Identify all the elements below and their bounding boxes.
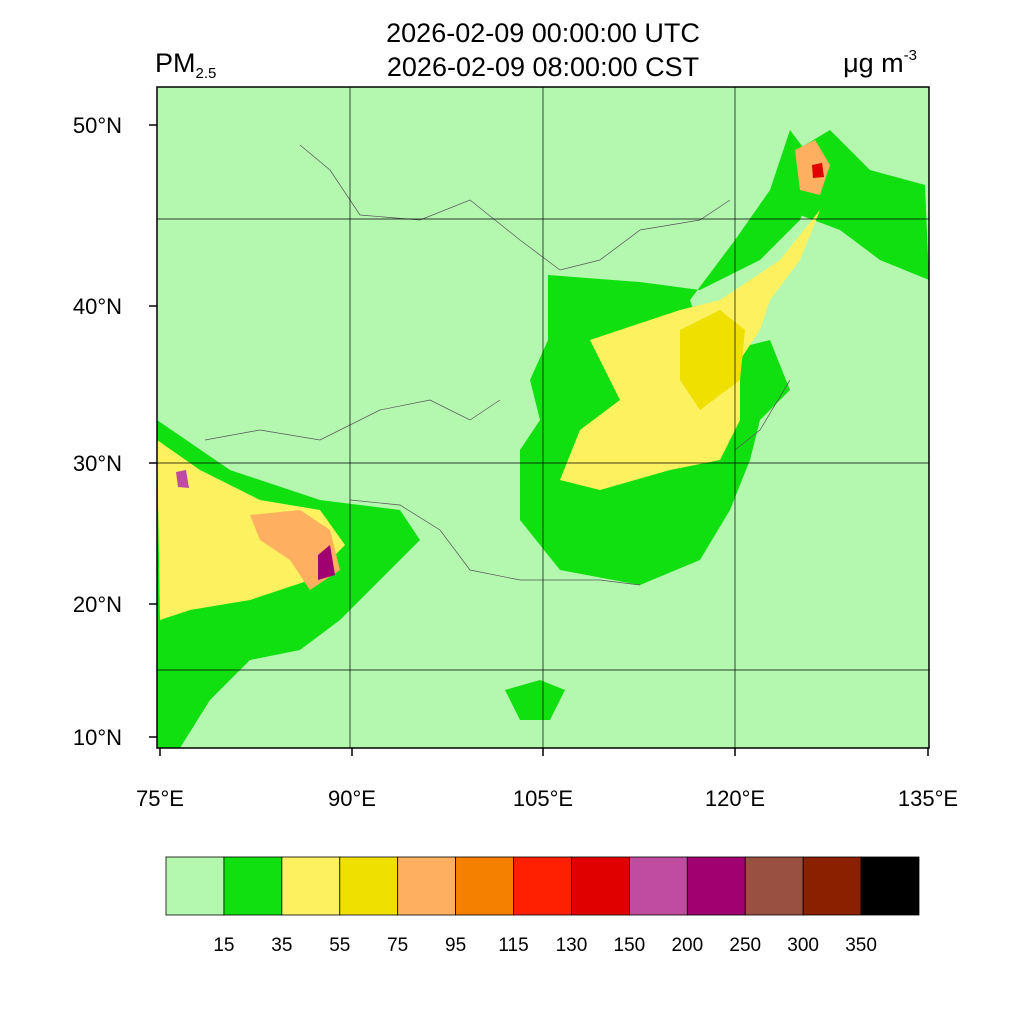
lat-label: 10°N — [73, 725, 122, 750]
map — [156, 86, 930, 749]
colorbar-label: 350 — [845, 935, 877, 956]
units: μg m — [843, 48, 904, 78]
lat-label: 40°N — [73, 294, 122, 319]
lat-label: 30°N — [73, 451, 122, 476]
colorbar-swatch — [397, 856, 457, 916]
lon-label: 135°E — [898, 786, 958, 811]
colorbar-swatch — [802, 856, 862, 916]
variable-label: PM2.5 — [155, 48, 216, 82]
colorbar-label: 300 — [787, 935, 819, 956]
colorbar-swatch — [628, 856, 688, 916]
header: PM2.5 2026-02-09 00:00:00 UTC 2026-02-09… — [155, 18, 917, 82]
lat-label: 50°N — [73, 113, 122, 138]
lon-label: 90°E — [328, 786, 376, 811]
colorbar-swatch — [744, 856, 804, 916]
units-superscript: -3 — [904, 47, 917, 64]
axes: 50°N 40°N 30°N 20°N 10°N 75°E 90°E 105°E 120°E 13… — [73, 113, 958, 811]
colorbar-label: 15 — [213, 935, 234, 956]
colorbar-swatch — [686, 856, 746, 916]
pollution-area — [680, 310, 745, 410]
colorbar-swatch — [339, 856, 399, 916]
colorbar-label: 250 — [729, 935, 761, 956]
colorbar-label: 35 — [271, 935, 292, 956]
title-line: 2026-02-09 08:00:00 CST — [387, 52, 699, 82]
pollution-area — [318, 545, 335, 580]
colorbar-label: 55 — [329, 935, 350, 956]
pollution-area — [812, 163, 824, 178]
colorbar-label: 130 — [556, 935, 588, 956]
lon-label: 120°E — [705, 786, 765, 811]
colorbar-swatch — [281, 856, 341, 916]
units-label: μg m-3 — [843, 47, 917, 78]
pollution-area — [250, 510, 340, 590]
title-line: 2026-02-09 00:00:00 UTC — [386, 18, 700, 48]
colorbar-swatch — [165, 856, 225, 916]
colorbar: 15 35 55 75 95 115 130 150 200 250 300 350 — [165, 856, 920, 956]
colorbar-label: 75 — [387, 935, 408, 956]
colorbar-swatch — [571, 856, 630, 916]
variable: PM — [155, 48, 196, 78]
colorbar-swatch — [223, 856, 283, 916]
lat-label: 20°N — [73, 592, 122, 617]
colorbar-swatch — [455, 856, 514, 916]
colorbar-swatch — [860, 856, 920, 916]
colorbar-label: 115 — [498, 935, 528, 956]
lon-label: 75°E — [136, 786, 184, 811]
colorbar-label: 95 — [445, 935, 466, 956]
border-lines — [204, 144, 791, 586]
colorbar-swatch — [513, 856, 572, 916]
pollution-area — [176, 470, 189, 488]
colorbar-label: 200 — [671, 935, 703, 956]
pollution-area — [157, 440, 345, 620]
pollution-area — [505, 680, 565, 720]
lon-label: 105°E — [513, 786, 573, 811]
colorbar-label: 150 — [614, 935, 646, 956]
variable-subscript: 2.5 — [196, 65, 217, 82]
